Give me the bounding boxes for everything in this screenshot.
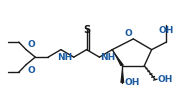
Polygon shape — [112, 50, 124, 66]
Text: O: O — [28, 40, 35, 49]
Text: O: O — [28, 66, 35, 74]
Text: NH: NH — [100, 53, 116, 62]
Text: OH: OH — [157, 75, 172, 84]
Text: OH: OH — [124, 78, 140, 87]
Text: O: O — [125, 29, 132, 38]
Text: NH: NH — [58, 53, 73, 62]
Text: OH: OH — [159, 26, 174, 35]
Text: S: S — [83, 25, 90, 35]
Polygon shape — [120, 66, 124, 83]
